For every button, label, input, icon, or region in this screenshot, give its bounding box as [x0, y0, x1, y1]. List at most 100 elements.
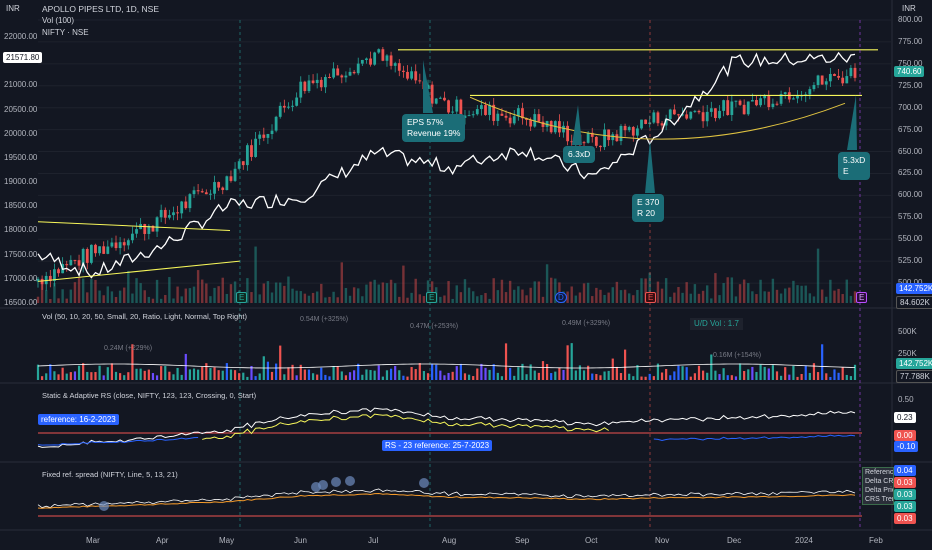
- volume-bar: [496, 290, 500, 303]
- candle-body: [759, 98, 762, 106]
- volume-bar: [619, 290, 623, 303]
- volume-bar: [36, 296, 40, 303]
- volume-pane-bar: [57, 374, 60, 380]
- volume-bar: [86, 292, 89, 303]
- volume-bar: [151, 298, 155, 303]
- volume-pane-bar: [61, 367, 64, 380]
- volume-bar: [176, 286, 179, 303]
- volume-pane-title: Vol (50, 10, 20, 50, Small, 20, Ratio, L…: [42, 312, 247, 321]
- dividend-marker[interactable]: D: [555, 292, 567, 303]
- candle-body: [167, 215, 171, 218]
- volume-bar: [110, 291, 114, 303]
- volume-pane-bar: [623, 349, 627, 380]
- volume-pane-bar: [164, 366, 167, 380]
- volume-pane-bar: [266, 361, 270, 380]
- volume-bar: [139, 283, 142, 303]
- candle-body: [356, 63, 360, 74]
- candle-body: [122, 242, 126, 246]
- volume-pane-bar: [426, 373, 430, 380]
- volume-bar: [332, 291, 335, 303]
- volume-bar: [726, 277, 729, 303]
- spread-table: Reference Delta CRS Delta Price CRS Tren…: [862, 467, 894, 505]
- candle-body: [447, 100, 450, 113]
- table-row: Delta Price: [865, 487, 893, 494]
- volume-bar: [188, 288, 192, 303]
- candle-body: [209, 193, 212, 195]
- volume-bar: [623, 289, 627, 303]
- volume-pane-bar: [348, 372, 352, 380]
- volume-bar: [706, 285, 709, 303]
- volume-bar: [246, 278, 249, 303]
- spread-tag: 0.03: [894, 477, 916, 488]
- candle-body: [89, 244, 93, 263]
- volume-pane-bar: [607, 370, 610, 380]
- candle-body: [360, 59, 364, 64]
- candle-body: [722, 100, 726, 111]
- spread-tag: 0.04: [894, 465, 916, 476]
- volume-pane-bar: [431, 363, 434, 380]
- volume-pane-bar: [677, 365, 680, 380]
- volume-bar: [681, 292, 684, 303]
- volume-pane-bar: [242, 372, 245, 380]
- candle-body: [824, 81, 828, 85]
- candle-body: [418, 80, 422, 82]
- candle-body: [410, 71, 414, 79]
- volume-pane-bar: [841, 367, 844, 380]
- earnings-marker[interactable]: E: [856, 292, 868, 303]
- volume-bar: [825, 296, 828, 303]
- volume-bar: [529, 287, 532, 303]
- volume-pane-bar: [821, 344, 824, 380]
- volume-bar: [164, 294, 167, 303]
- time-axis-label: 2024: [795, 536, 813, 545]
- candle-body: [135, 229, 138, 234]
- volume-pane-bar: [513, 375, 516, 380]
- candle-body: [340, 75, 344, 78]
- callout-e370: E 370 R 20: [632, 194, 665, 222]
- volume-bar: [221, 277, 224, 303]
- candle-body: [85, 249, 89, 263]
- volume-pane-bar: [554, 371, 557, 380]
- volume-pane-bar: [82, 363, 85, 380]
- volume-bar: [127, 270, 130, 303]
- candle-body: [377, 49, 381, 53]
- volume-pane-bar: [521, 363, 524, 380]
- volume-pane-bar: [127, 372, 130, 380]
- earnings-marker[interactable]: E: [645, 292, 657, 303]
- volume-pane-bar: [665, 369, 668, 380]
- candle-body: [619, 125, 623, 142]
- candle-body: [668, 109, 672, 120]
- volume-pane-bar: [225, 363, 228, 380]
- volume-bar: [779, 293, 783, 303]
- right-axis-tick: 700.00: [898, 102, 923, 112]
- candle-body: [783, 92, 787, 95]
- currency-button-right[interactable]: INR: [902, 4, 916, 13]
- volume-pane-bar: [747, 369, 750, 380]
- volume-pane-bar: [209, 368, 212, 380]
- volume-pane-bar: [743, 371, 746, 380]
- candle-body: [808, 89, 812, 95]
- candle-body: [98, 246, 101, 254]
- candle-body: [828, 73, 832, 82]
- volume-pane-bar: [155, 375, 159, 380]
- volume-bar: [69, 289, 73, 303]
- volume-pane-bar: [94, 372, 97, 380]
- candle-body: [681, 114, 684, 116]
- volume-bar: [718, 295, 721, 303]
- candle-body: [307, 80, 311, 92]
- candle-body: [467, 115, 471, 117]
- volume-bar: [81, 278, 85, 303]
- earnings-marker[interactable]: E: [236, 292, 248, 303]
- earnings-marker[interactable]: E: [426, 292, 438, 303]
- volume-bar: [307, 295, 311, 303]
- volume-pane-bar: [759, 364, 762, 380]
- volume-bar: [217, 286, 220, 303]
- volume-bar: [385, 283, 389, 303]
- currency-button-left[interactable]: INR: [6, 4, 20, 13]
- volume-pane-tag: 142.752K: [896, 358, 932, 369]
- candle-body: [233, 168, 237, 181]
- candle-body: [615, 134, 619, 142]
- volume-tag: 142.752K: [896, 283, 932, 294]
- volume-bar: [229, 284, 233, 303]
- volume-pane-bar: [669, 375, 672, 380]
